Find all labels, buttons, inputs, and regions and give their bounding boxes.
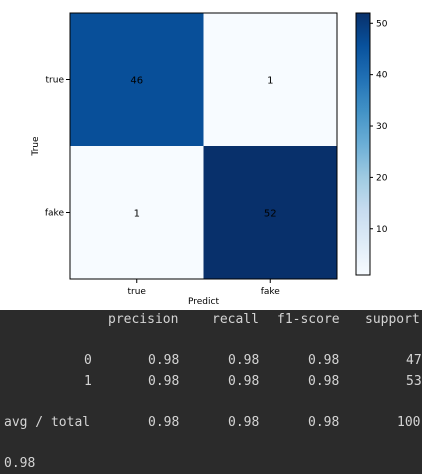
report-cell-support: 47 — [406, 353, 422, 368]
report-cell-precision: 0.98 — [148, 415, 180, 430]
plot-frame — [69, 12, 338, 280]
report-cell-recall: 0.98 — [228, 353, 260, 368]
heatmap-cell — [70, 146, 204, 279]
colorbar-tick-label: 30 — [376, 122, 388, 132]
column-header-f1-score: f1-score — [277, 312, 340, 327]
report-cell-support: 53 — [406, 374, 422, 389]
y-axis-label: True — [31, 136, 41, 157]
cell-value-label: 52 — [264, 209, 277, 220]
heatmap-cell — [203, 146, 337, 279]
report-cell-precision: 0.98 — [148, 353, 180, 368]
accuracy-value: 0.98 — [4, 456, 36, 471]
cell-value-label: 1 — [267, 76, 273, 87]
y-tick-label: fake — [45, 209, 65, 219]
report-cell-f1-score: 0.98 — [308, 353, 340, 368]
report-row-label: 0 — [84, 353, 92, 368]
report-row-label: 1 — [84, 374, 92, 389]
report-cell-recall: 0.98 — [228, 415, 260, 430]
colorbar-tick-label: 10 — [376, 225, 388, 235]
report-cell-recall: 0.98 — [228, 374, 260, 389]
cell-value-label: 46 — [130, 76, 143, 87]
y-tick-label: true — [46, 76, 65, 86]
report-cell-f1-score: 0.98 — [308, 374, 340, 389]
column-header-recall: recall — [212, 312, 259, 327]
report-cell-support: 100 — [397, 415, 421, 430]
confusion-matrix-figure: 46 1 1 52 true fake true fake Predict True 10 20 30 4… — [31, 12, 388, 307]
report-cell-precision: 0.98 — [148, 374, 180, 389]
classification-report-console: precision recall f1-score support 0 0.98… — [0, 310, 422, 474]
report-row-label: avg / total — [4, 415, 91, 430]
heatmap-cell — [203, 13, 337, 146]
confusion-matrix-chart: 46 1 1 52 true fake true fake Predict True 10 20 30 4… — [31, 12, 388, 307]
column-header-support: support — [365, 312, 420, 327]
heatmap-cell — [70, 13, 204, 146]
colorbar-tick-label: 20 — [376, 173, 388, 183]
colorbar-tick-label: 50 — [376, 19, 388, 29]
x-tick-label: true — [128, 287, 147, 297]
column-header-precision: precision — [108, 312, 179, 327]
report-cell-f1-score: 0.98 — [308, 415, 340, 430]
colorbar — [355, 12, 371, 276]
x-axis-label: Predict — [188, 297, 219, 307]
x-tick-label: fake — [261, 287, 281, 297]
cell-value-label: 1 — [134, 209, 140, 220]
colorbar-tick-label: 40 — [376, 71, 388, 81]
